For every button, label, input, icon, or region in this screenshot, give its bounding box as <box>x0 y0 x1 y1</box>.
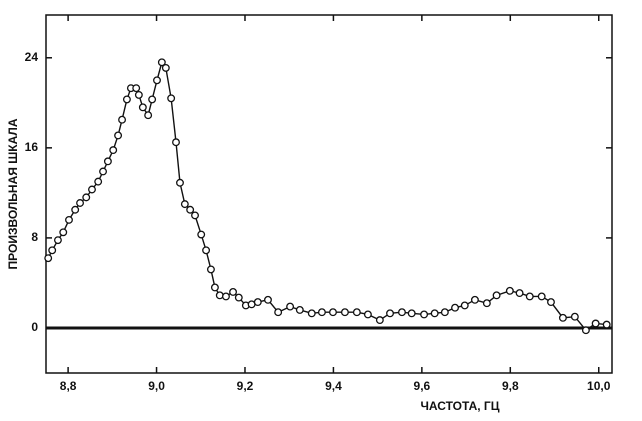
data-point <box>460 301 469 310</box>
x-tick-label: 9,4 <box>325 379 342 393</box>
data-point <box>122 95 131 104</box>
y-tick-label: 16 <box>25 140 39 154</box>
data-point <box>352 308 361 317</box>
x-tick-label: 9,2 <box>237 379 254 393</box>
plot-frame <box>45 14 613 374</box>
data-point <box>148 95 157 104</box>
data-point <box>144 111 153 120</box>
data-point <box>229 287 237 296</box>
data-point <box>215 291 224 300</box>
data-point <box>602 320 611 329</box>
data-point <box>82 193 91 202</box>
data-point <box>547 298 555 307</box>
x-axis-label: ЧАСТОТА, ГЦ <box>420 399 499 413</box>
data-point <box>76 199 84 207</box>
data-point <box>109 146 118 155</box>
data-point <box>172 138 180 147</box>
data-point <box>430 309 439 318</box>
data-point <box>317 308 326 317</box>
data-point <box>180 200 189 209</box>
data-point <box>307 309 316 318</box>
data-point <box>134 90 143 99</box>
y-tick-label: 8 <box>31 230 38 244</box>
x-tick-label: 9,8 <box>502 379 519 393</box>
data-point <box>210 283 219 292</box>
data-line <box>47 60 607 332</box>
data-point <box>340 308 349 317</box>
data-point <box>222 292 230 301</box>
data-point <box>407 309 416 318</box>
y-tick-label: 24 <box>25 50 39 64</box>
x-tick-label: 8,8 <box>60 379 77 393</box>
data-point <box>398 308 406 317</box>
data-point <box>191 211 199 220</box>
data-point <box>363 310 372 319</box>
data-point <box>253 298 262 307</box>
data-point <box>65 215 73 224</box>
data-point <box>470 295 479 304</box>
data-point <box>132 84 141 93</box>
data-point <box>71 205 80 214</box>
x-tick-label: 9,0 <box>148 379 165 393</box>
data-point <box>581 326 590 335</box>
x-tick-label: 10,0 <box>587 379 611 393</box>
data-point <box>161 63 170 72</box>
data-point <box>53 236 62 245</box>
data-point <box>440 308 449 317</box>
data-point <box>264 295 272 304</box>
data-point <box>375 316 384 325</box>
data-point <box>482 299 491 308</box>
data-point <box>114 131 123 140</box>
data-point <box>44 254 53 263</box>
data-point <box>167 94 176 103</box>
data-point <box>515 289 524 298</box>
data-point <box>103 157 112 166</box>
data-point <box>197 230 206 239</box>
data-point <box>94 177 103 186</box>
data-point <box>48 246 57 255</box>
data-point <box>234 293 243 302</box>
data-point <box>99 167 107 176</box>
data-point <box>186 205 195 214</box>
data-point <box>176 178 184 187</box>
y-tick-label: 0 <box>31 320 38 334</box>
y-axis-label: ПРОИЗВОЛЬНАЯ ШКАЛА <box>6 118 20 269</box>
data-point <box>558 313 567 322</box>
data-point <box>451 303 459 312</box>
data-point <box>591 319 600 328</box>
data-point <box>118 115 127 124</box>
data-point <box>157 58 166 67</box>
data-point <box>202 246 211 255</box>
data-point <box>286 302 295 311</box>
data-point <box>274 308 283 317</box>
data-point <box>59 228 68 237</box>
data-point <box>505 286 514 295</box>
data-point <box>525 292 534 301</box>
data-point <box>295 306 304 314</box>
data-point <box>206 265 215 274</box>
data-point <box>329 308 337 317</box>
data-point <box>88 185 96 194</box>
data-point <box>420 310 429 319</box>
data-point <box>537 292 546 301</box>
data-point <box>386 309 394 318</box>
x-tick-label: 9,6 <box>414 379 431 393</box>
data-point <box>570 312 579 321</box>
data-point <box>138 103 147 112</box>
data-point <box>153 76 161 85</box>
data-point <box>492 291 501 300</box>
